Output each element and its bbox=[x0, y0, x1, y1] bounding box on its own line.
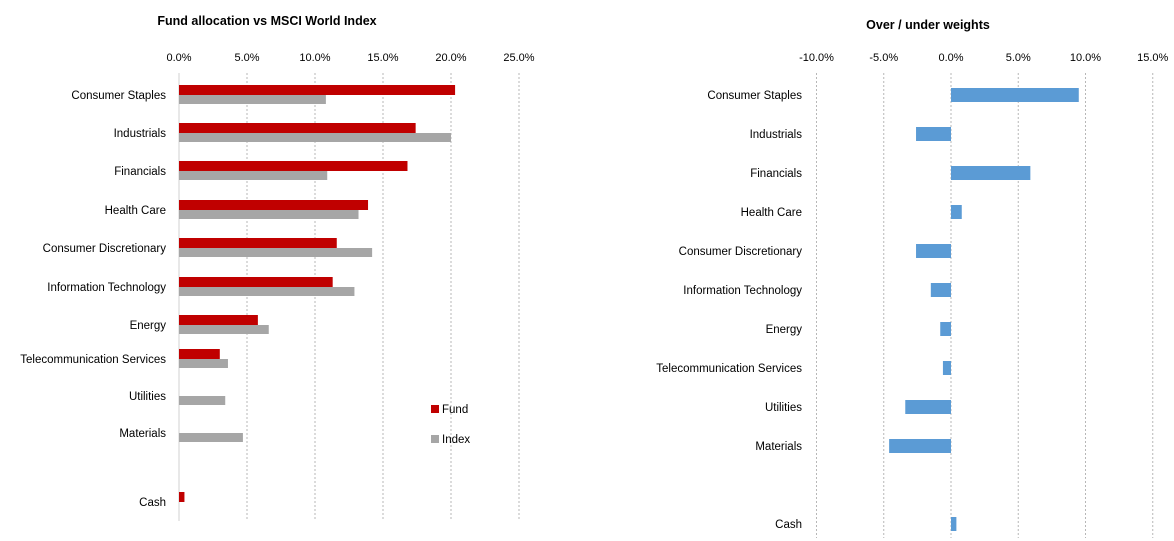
chart2-x-tick-label: 0.0% bbox=[938, 52, 963, 64]
chart1-legend-label: Index bbox=[442, 434, 470, 446]
chart2-weight-bar bbox=[930, 283, 951, 297]
chart1-index-bar bbox=[179, 359, 228, 368]
chart2-weight-bar bbox=[951, 517, 957, 531]
chart2-category-label: Utilities bbox=[765, 402, 802, 414]
chart2-category-label: Consumer Staples bbox=[707, 90, 802, 102]
chart2-category-label: Financials bbox=[750, 168, 802, 180]
chart1-x-tick-label: 5.0% bbox=[234, 52, 259, 64]
chart2-weight-bar bbox=[940, 322, 951, 336]
chart2-category-label: Consumer Discretionary bbox=[679, 246, 803, 258]
chart2-title: Over / under weights bbox=[866, 18, 990, 32]
chart1-fund-bar bbox=[179, 238, 337, 248]
chart1-index-bar bbox=[179, 396, 226, 405]
chart1-category-label: Industrials bbox=[114, 128, 167, 140]
chart1-category-label: Materials bbox=[119, 428, 166, 440]
chart2-x-tick-label: -5.0% bbox=[869, 52, 898, 64]
chart2-category-label: Health Care bbox=[741, 207, 802, 219]
chart1-category-label: Utilities bbox=[129, 391, 166, 403]
chart2-weight-bar bbox=[916, 244, 951, 258]
chart1-legend-swatch bbox=[431, 405, 439, 413]
chart1-category-label: Financials bbox=[114, 166, 166, 178]
chart1-x-tick-label: 25.0% bbox=[503, 52, 534, 64]
chart2-x-tick-label: 5.0% bbox=[1006, 52, 1031, 64]
chart2-category-label: Telecommunication Services bbox=[656, 363, 802, 375]
chart2-weight-bar bbox=[916, 127, 951, 141]
chart1-index-bar bbox=[179, 248, 373, 257]
chart1-category-label: Health Care bbox=[105, 205, 166, 217]
chart1-x-tick-label: 20.0% bbox=[435, 52, 466, 64]
chart2-category-label: Industrials bbox=[750, 129, 803, 141]
chart1-fund-bar bbox=[179, 85, 456, 95]
chart2-x-tick-label: 10.0% bbox=[1070, 52, 1101, 64]
chart2-category-label: Materials bbox=[755, 441, 802, 453]
chart1-index-bar bbox=[179, 95, 326, 104]
chart1-category-label: Consumer Discretionary bbox=[43, 243, 167, 255]
chart1-fund-bar bbox=[179, 315, 258, 325]
chart2-category-label: Energy bbox=[766, 324, 803, 336]
chart2-weight-bar bbox=[951, 166, 1031, 180]
chart1-index-bar bbox=[179, 171, 328, 180]
chart1-index-bar bbox=[179, 433, 243, 442]
chart1-x-tick-label: 10.0% bbox=[299, 52, 330, 64]
chart1-fund-bar bbox=[179, 123, 416, 133]
chart1-category-label: Information Technology bbox=[47, 282, 166, 294]
chart2-x-tick-label: -10.0% bbox=[799, 52, 834, 64]
chart2-weight-bar bbox=[889, 439, 951, 453]
chart1-fund-bar bbox=[179, 492, 185, 502]
chart2-weight-bar bbox=[942, 361, 951, 375]
chart1-legend-swatch bbox=[431, 435, 439, 443]
chart1-category-label: Consumer Staples bbox=[71, 90, 166, 102]
chart1-legend-label: Fund bbox=[442, 404, 468, 416]
chart1-fund-bar bbox=[179, 161, 408, 171]
chart1-fund-bar bbox=[179, 200, 369, 210]
chart1-index-bar bbox=[179, 133, 451, 142]
chart2-x-tick-label: 15.0% bbox=[1137, 52, 1168, 64]
chart1-x-tick-label: 0.0% bbox=[166, 52, 191, 64]
chart1-index-bar bbox=[179, 287, 355, 296]
chart1-category-label: Energy bbox=[130, 320, 167, 332]
chart2-category-label: Cash bbox=[775, 519, 802, 531]
chart2-category-label: Information Technology bbox=[683, 285, 802, 297]
chart2-weight-bar bbox=[951, 88, 1079, 102]
chart1-index-bar bbox=[179, 210, 359, 219]
chart1-x-tick-label: 15.0% bbox=[367, 52, 398, 64]
chart1-fund-bar bbox=[179, 277, 333, 287]
chart2-weight-bar bbox=[951, 205, 962, 219]
chart1-category-label: Telecommunication Services bbox=[20, 354, 166, 366]
chart2-weight-bar bbox=[905, 400, 951, 414]
chart1-category-label: Cash bbox=[139, 497, 166, 509]
chart1-index-bar bbox=[179, 325, 269, 334]
chart1-title: Fund allocation vs MSCI World Index bbox=[157, 14, 376, 28]
chart1-fund-bar bbox=[179, 349, 220, 359]
